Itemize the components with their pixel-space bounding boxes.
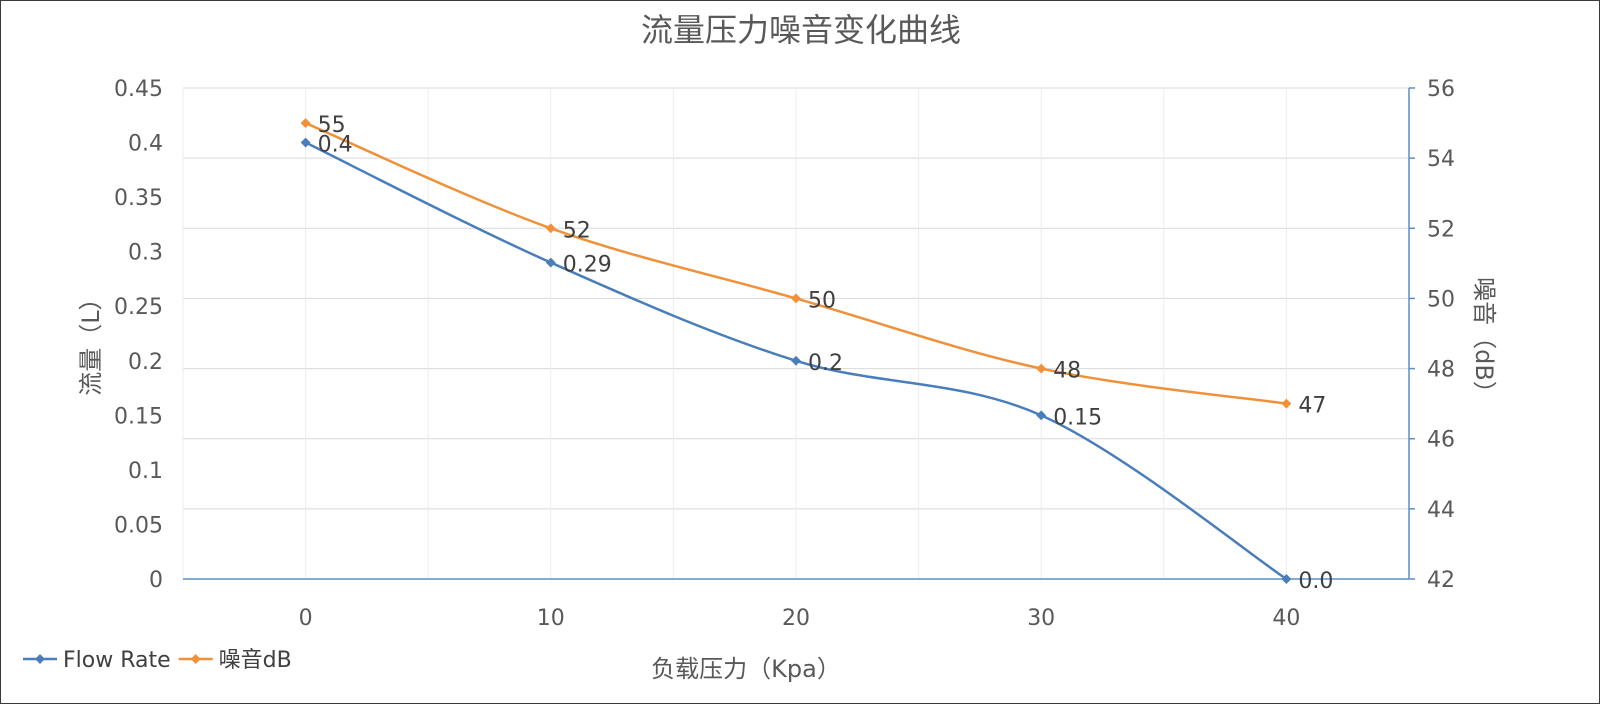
y-left-tick-label: 0.35: [114, 186, 163, 211]
y-left-tick-label: 0: [149, 568, 163, 593]
series-marker-1: [1036, 363, 1047, 374]
y-right-tick-label: 44: [1427, 498, 1455, 523]
legend-marker-0: [35, 654, 45, 664]
legend-label-1: 噪音dB: [219, 648, 292, 673]
data-label-0: 0.2: [808, 351, 843, 376]
series-marker-0: [300, 137, 311, 148]
legend: Flow Rate 噪音dB: [23, 648, 292, 673]
x-tick-label: 10: [537, 606, 565, 631]
data-label-1: 55: [318, 113, 346, 138]
y-right-tick-label: 52: [1427, 217, 1455, 242]
y-left-tick-label: 0.1: [128, 459, 163, 484]
x-tick-label: 40: [1272, 606, 1300, 631]
y-axis-right-title: 噪音（dB）: [1470, 277, 1498, 405]
x-tick-label: 0: [299, 606, 313, 631]
y-left-tick-label: 0.15: [114, 404, 163, 429]
x-axis-title: 负载压力（Kpa）: [651, 655, 841, 683]
y-right-tick-label: 50: [1427, 287, 1455, 312]
y-right-tick-label: 46: [1427, 428, 1455, 453]
data-label-0: 0.29: [563, 253, 612, 278]
y-right-tick-label: 42: [1427, 568, 1455, 593]
data-label-1: 47: [1298, 394, 1326, 419]
data-label-1: 50: [808, 288, 836, 313]
series-marker-1: [791, 293, 801, 304]
y-left-tick-label: 0.45: [114, 77, 163, 102]
axes: 42 44 46 48 50 52 54 56 0 0.05 0.1 0.15 0.2 0.25 0.3 0.…: [114, 77, 1455, 631]
series-marker-0: [1281, 574, 1292, 584]
data-label-1: 48: [1053, 359, 1081, 384]
series-layer: [300, 118, 1292, 584]
y-left-tick-label: 0.4: [128, 132, 163, 157]
series-marker-1: [300, 118, 311, 129]
series-marker-1: [545, 223, 556, 234]
data-label-0: 0.4: [318, 133, 353, 158]
x-tick-label: 30: [1027, 606, 1055, 631]
y-left-tick-label: 0.05: [114, 513, 163, 538]
y-left-tick-label: 0.3: [128, 241, 163, 266]
legend-marker-1: [190, 654, 201, 664]
x-tick-label: 20: [782, 606, 810, 631]
y-left-tick-label: 0.2: [128, 350, 163, 375]
data-label-1: 52: [563, 218, 591, 243]
y-right-tick-label: 56: [1427, 77, 1455, 102]
series-marker-0: [791, 355, 801, 366]
data-labels: 0.4 0.29 0.2 0.15 0.0 55 52 50 48 47: [318, 113, 1334, 594]
grid-lines: [182, 87, 1410, 580]
legend-label-0: Flow Rate: [63, 648, 171, 673]
y-right-tick-label: 54: [1427, 147, 1455, 172]
series-marker-0: [545, 257, 556, 268]
y-axis-left-title: 流量（L）: [77, 286, 105, 395]
series-marker-0: [1036, 410, 1047, 421]
data-label-0: 0.15: [1053, 405, 1102, 430]
chart-title: 流量压力噪音变化曲线: [641, 11, 961, 49]
series-marker-1: [1281, 398, 1292, 409]
data-label-0: 0.0: [1298, 569, 1333, 594]
y-right-tick-label: 48: [1427, 358, 1455, 383]
y-left-tick-label: 0.25: [114, 295, 163, 320]
